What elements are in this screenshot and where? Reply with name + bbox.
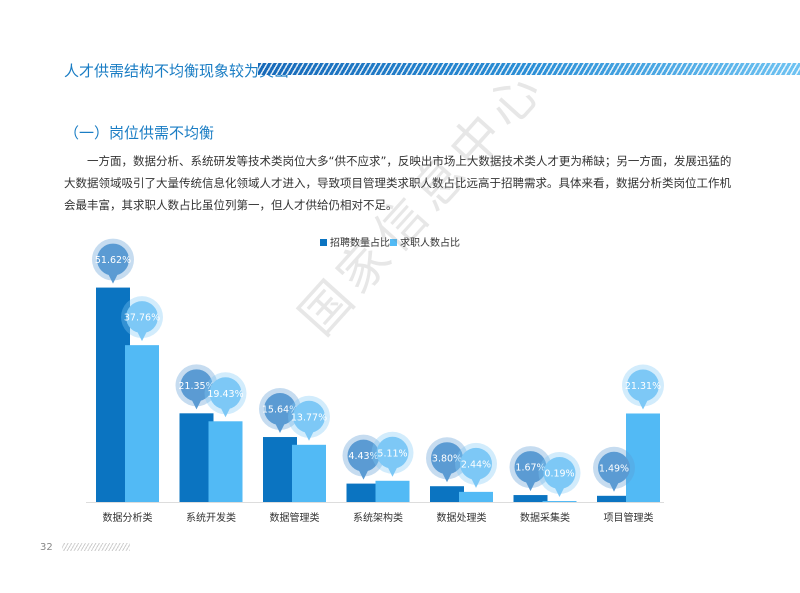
- data-label: 1.49%: [599, 463, 629, 474]
- bar: [542, 501, 577, 502]
- data-label-bubble: 21.31%: [622, 364, 664, 410]
- x-tick-label: 系统开发类: [186, 511, 236, 524]
- data-label-bubble: 51.62%: [92, 238, 134, 284]
- page-number: 32: [40, 542, 53, 553]
- data-label: 1.67%: [515, 463, 545, 474]
- data-label-bubble: 1.67%: [509, 446, 552, 492]
- bubble-core: [460, 447, 492, 480]
- bar: [626, 413, 660, 502]
- bubble-core: [514, 451, 547, 484]
- bar: [597, 495, 631, 502]
- footer-stripe-bar: [62, 543, 130, 551]
- data-label-bubble: 37.76%: [121, 296, 163, 342]
- legend-label: 求职人数占比: [400, 236, 460, 249]
- bubble-core: [209, 377, 242, 410]
- data-label: 3.80%: [432, 454, 462, 465]
- data-label: 13.77%: [291, 412, 327, 423]
- bar: [346, 483, 381, 502]
- bubble-core: [598, 451, 630, 484]
- bubble-core: [180, 369, 213, 402]
- header-title: 人才供需结构不均衡现象较为突出: [64, 62, 290, 80]
- data-label-bubble: 3.80%: [426, 437, 468, 483]
- data-label: 51.62%: [95, 255, 131, 266]
- x-tick-label: 数据分析类: [103, 511, 153, 524]
- data-label-bubble: 13.77%: [288, 395, 330, 441]
- data-label: 5.11%: [377, 448, 407, 459]
- bar: [292, 444, 326, 502]
- data-label-bubble: 15.64%: [259, 388, 301, 434]
- legend-label: 招聘数量占比: [330, 236, 390, 249]
- bubble-core: [264, 393, 296, 426]
- bubble-core: [97, 243, 129, 276]
- data-label: 21.35%: [178, 381, 214, 392]
- data-label-bubble: 19.43%: [204, 372, 247, 418]
- bar-chart: 招聘数量占比 求职人数占比 51.62% 37.76% 21.35%19.43% 15.6…: [86, 236, 664, 524]
- section-title: （一）岗位供需不均衡: [64, 124, 215, 142]
- bar: [430, 486, 464, 502]
- data-label-bubble: 2.44%: [455, 442, 497, 488]
- data-label-bubble: 1.49%: [593, 446, 635, 492]
- bar: [459, 491, 493, 502]
- x-tick-label: 数据采集类: [520, 511, 570, 524]
- data-label: 37.76%: [124, 313, 160, 324]
- body-paragraph: 一方面，数据分析、系统研发等技术类岗位大多“供不应求”，反映出市场上大数据技术类…: [64, 154, 732, 212]
- data-label: 19.43%: [207, 389, 243, 400]
- bar: [179, 413, 214, 502]
- chart-legend: 招聘数量占比 求职人数占比: [320, 236, 460, 249]
- data-label-bubble: 21.35%: [175, 364, 218, 410]
- data-label: 2.44%: [461, 459, 491, 470]
- data-label-bubble: 5.11%: [371, 431, 414, 477]
- x-tick-label: 系统架构类: [353, 511, 403, 524]
- legend-swatch: [390, 239, 397, 246]
- data-label-bubble: 4.43%: [342, 434, 385, 480]
- x-tick-label: 数据管理类: [270, 511, 320, 524]
- bubble-core: [431, 442, 463, 475]
- bar: [208, 421, 243, 502]
- header-stripe-bar: [258, 63, 800, 75]
- bubble-core: [543, 457, 576, 489]
- data-label: 21.31%: [625, 381, 661, 392]
- bubble-core: [627, 369, 659, 402]
- bubble-core: [293, 400, 325, 433]
- body-paragraph-block: 一方面，数据分析、系统研发等技术类岗位大多“供不应求”，反映出市场上大数据技术类…: [64, 150, 740, 216]
- bubble-core: [347, 439, 380, 472]
- x-tick-label: 数据处理类: [437, 511, 487, 524]
- bar: [513, 495, 548, 502]
- bubble-core: [376, 436, 409, 469]
- bar: [263, 437, 297, 502]
- bar: [125, 345, 159, 502]
- data-label: 0.19%: [544, 469, 574, 480]
- data-label: 15.64%: [262, 405, 298, 416]
- bar: [375, 480, 410, 502]
- data-label: 4.43%: [348, 451, 378, 462]
- bubble-core: [126, 301, 158, 334]
- data-label-bubble: 0.19%: [538, 452, 581, 497]
- bar: [96, 287, 130, 502]
- legend-swatch: [320, 239, 327, 246]
- x-tick-label: 项目管理类: [604, 511, 654, 524]
